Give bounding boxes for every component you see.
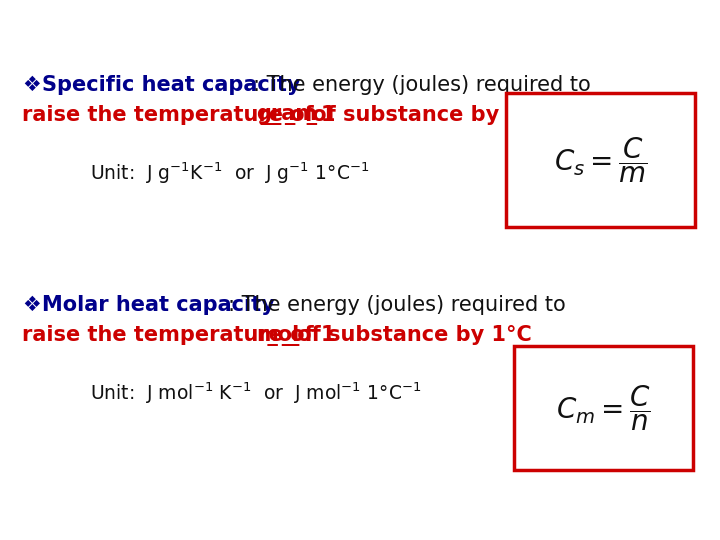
Text: of substance by 1°C: of substance by 1°C	[305, 105, 546, 125]
FancyBboxPatch shape	[514, 346, 693, 470]
Text: m̲o̲l̲: m̲o̲l̲	[256, 325, 300, 346]
Text: Unit:  J mol$^{-1}$ K$^{-1}$  or  J mol$^{-1}$ 1°C$^{-1}$: Unit: J mol$^{-1}$ K$^{-1}$ or J mol$^{-…	[90, 380, 421, 406]
Text: Unit:  J g$^{-1}$K$^{-1}$  or  J g$^{-1}$ 1°C$^{-1}$: Unit: J g$^{-1}$K$^{-1}$ or J g$^{-1}$ 1…	[90, 160, 369, 186]
Text: : The energy (joules) required to: : The energy (joules) required to	[253, 75, 590, 95]
Text: raise the temperature of 1: raise the temperature of 1	[22, 325, 343, 345]
Text: : The energy (joules) required to: : The energy (joules) required to	[228, 295, 566, 315]
Text: ❖: ❖	[22, 75, 41, 95]
Text: of substance by 1°C: of substance by 1°C	[290, 325, 532, 345]
Text: g̲r̲a̲m̲: g̲r̲a̲m̲	[256, 105, 317, 125]
Text: $C_m = \dfrac{C}{n}$: $C_m = \dfrac{C}{n}$	[557, 383, 651, 433]
Text: raise the temperature of 1: raise the temperature of 1	[22, 105, 343, 125]
Text: Molar heat capacity: Molar heat capacity	[42, 295, 275, 315]
Text: $C_s = \dfrac{C}{m}$: $C_s = \dfrac{C}{m}$	[554, 135, 647, 185]
Text: Specific heat capacity: Specific heat capacity	[42, 75, 300, 95]
Text: ❖: ❖	[22, 295, 41, 315]
FancyBboxPatch shape	[506, 93, 695, 227]
